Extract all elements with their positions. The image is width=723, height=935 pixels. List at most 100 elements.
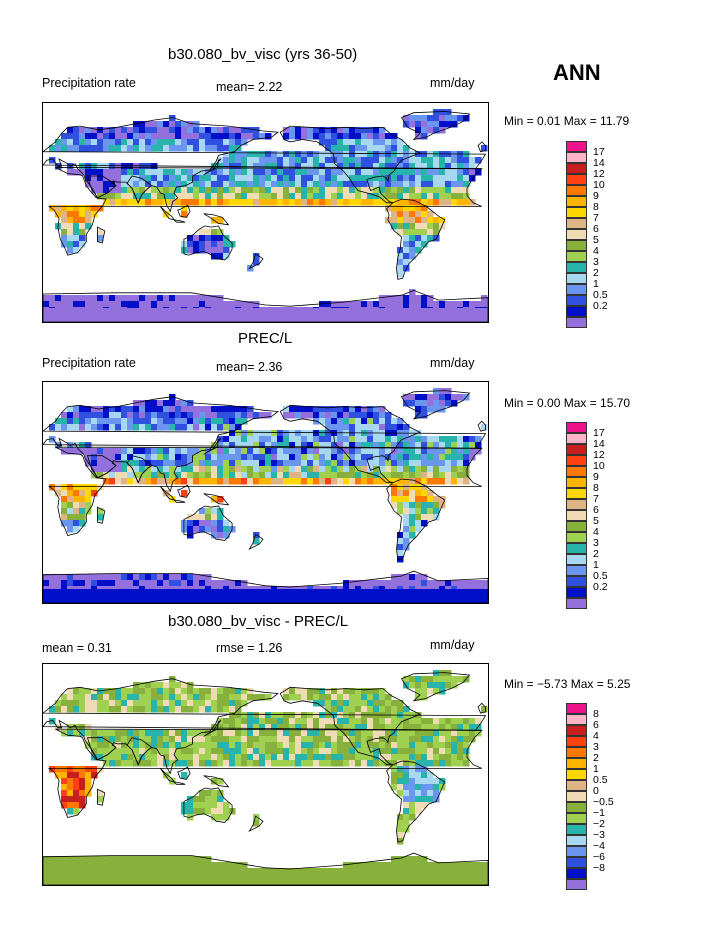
coastline <box>477 141 486 153</box>
precip-cell <box>295 712 302 719</box>
precip-cell <box>247 460 254 467</box>
precip-cell <box>229 181 236 188</box>
precip-cell <box>211 724 218 731</box>
precip-cell <box>307 754 314 761</box>
coastline <box>43 289 488 322</box>
precip-cell <box>319 754 326 761</box>
precip-cell <box>289 127 296 134</box>
precip-cell <box>109 181 116 188</box>
precip-cell <box>61 205 68 212</box>
precip-cell <box>67 514 74 521</box>
precip-cell <box>199 508 206 515</box>
precip-cell <box>415 784 422 791</box>
precip-cell <box>91 424 98 431</box>
precip-cell <box>115 574 122 581</box>
precip-cell <box>229 736 236 743</box>
colorbar-swatch <box>566 769 587 780</box>
precip-cell <box>307 688 314 695</box>
precip-cell <box>55 868 62 875</box>
precip-cell <box>223 760 230 767</box>
precip-cell <box>259 754 266 761</box>
precip-cell <box>181 856 188 863</box>
precip-cell <box>391 784 398 791</box>
precip-cell <box>121 862 128 869</box>
precip-cell <box>385 187 392 194</box>
precip-cell <box>397 169 404 176</box>
precip-cell <box>67 448 74 455</box>
precip-cell <box>217 694 224 701</box>
precip-cell <box>361 151 368 158</box>
precip-cell <box>457 454 464 461</box>
precip-cell <box>409 508 416 515</box>
precip-cell <box>169 295 176 302</box>
precip-cell <box>97 127 104 134</box>
precip-cell <box>229 880 236 885</box>
precip-cell <box>301 694 308 701</box>
precip-cell <box>379 199 386 206</box>
precip-cell <box>235 754 242 761</box>
precip-cell <box>79 169 86 176</box>
precip-cell <box>361 742 368 749</box>
precip-cell <box>343 868 350 875</box>
precip-cell <box>55 574 62 581</box>
precip-cell <box>409 460 416 467</box>
precip-cell <box>61 217 68 224</box>
precip-cell <box>385 478 392 485</box>
colorbar-label: 4 <box>593 245 599 257</box>
precip-cell <box>343 151 350 158</box>
precip-cell <box>133 760 140 767</box>
precip-cell <box>331 460 338 467</box>
precip-cell <box>223 181 230 188</box>
precip-cell <box>187 730 194 737</box>
precip-cell <box>421 301 428 308</box>
precip-cell <box>235 736 242 743</box>
precip-cell <box>427 127 434 134</box>
precip-cell <box>211 295 218 302</box>
precip-cell <box>409 496 416 503</box>
precip-cell <box>109 466 116 473</box>
precip-cell <box>307 460 314 467</box>
precip-cell <box>157 694 164 701</box>
precip-cell <box>109 574 116 581</box>
precip-cell <box>319 301 326 308</box>
precip-cell <box>403 766 410 773</box>
precip-cell <box>421 574 428 581</box>
precip-cell <box>313 478 320 485</box>
precip-cell <box>43 856 50 863</box>
precip-cell <box>127 688 134 695</box>
precip-cell <box>169 694 176 701</box>
precip-cell <box>331 466 338 473</box>
precip-cell <box>295 754 302 761</box>
precip-cell <box>241 199 248 206</box>
precip-cell <box>175 880 182 885</box>
precip-cell <box>373 412 380 419</box>
precip-cell <box>397 874 404 881</box>
precip-cell <box>313 151 320 158</box>
precip-cell <box>79 862 86 869</box>
precip-cell <box>355 742 362 749</box>
precip-cell <box>187 406 194 413</box>
precip-cell <box>325 424 332 431</box>
precip-cell <box>391 181 398 188</box>
precip-cell <box>211 694 218 701</box>
precip-cell <box>367 874 374 881</box>
precip-cell <box>355 730 362 737</box>
precip-cell <box>325 742 332 749</box>
precip-cell <box>415 169 422 176</box>
precip-cell <box>169 133 176 140</box>
precip-cell <box>331 754 338 761</box>
precip-cell <box>127 742 134 749</box>
precip-cell <box>79 127 86 134</box>
precip-cell <box>397 772 404 779</box>
precip-cell <box>433 508 440 515</box>
precip-cell <box>181 406 188 413</box>
precip-cell <box>223 454 230 461</box>
precip-cell <box>61 856 68 863</box>
precip-cell <box>439 448 446 455</box>
precip-cell <box>145 580 152 587</box>
precip-cell <box>49 874 56 881</box>
precip-cell <box>115 478 122 485</box>
precip-cell <box>325 700 332 707</box>
precip-cell <box>463 478 470 485</box>
precip-cell <box>289 748 296 755</box>
